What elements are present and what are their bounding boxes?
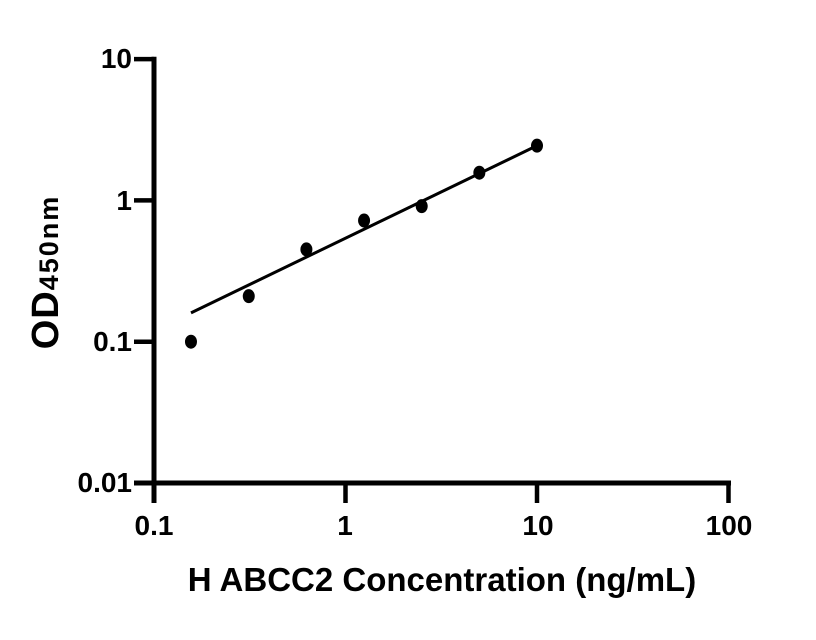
y-tick-label-0-01: 0.01: [77, 467, 133, 498]
y-axis-title: OD450nm: [25, 194, 67, 350]
data-point: [184, 334, 197, 349]
y-axis-title-subscript: 450nm: [34, 194, 64, 291]
y-tick-label-0-1: 0.1: [93, 326, 132, 357]
data-point: [531, 138, 543, 153]
x-tick-label-1: 1: [337, 510, 353, 541]
x-axis-title: H ABCC2 Concentration (ng/mL): [187, 561, 697, 598]
data-point: [358, 213, 371, 228]
y-tick-label-10: 10: [100, 43, 132, 74]
data-point: [415, 199, 428, 214]
y-axis-title-main: OD: [25, 290, 67, 350]
y-tick-label-1: 1: [116, 185, 132, 216]
x-tick-label-100: 100: [705, 510, 753, 541]
data-point: [473, 165, 486, 180]
x-tick-label-10: 10: [522, 510, 554, 541]
data-point: [300, 242, 313, 257]
data-point: [242, 289, 255, 304]
x-tick-label-0-1: 0.1: [134, 510, 174, 541]
